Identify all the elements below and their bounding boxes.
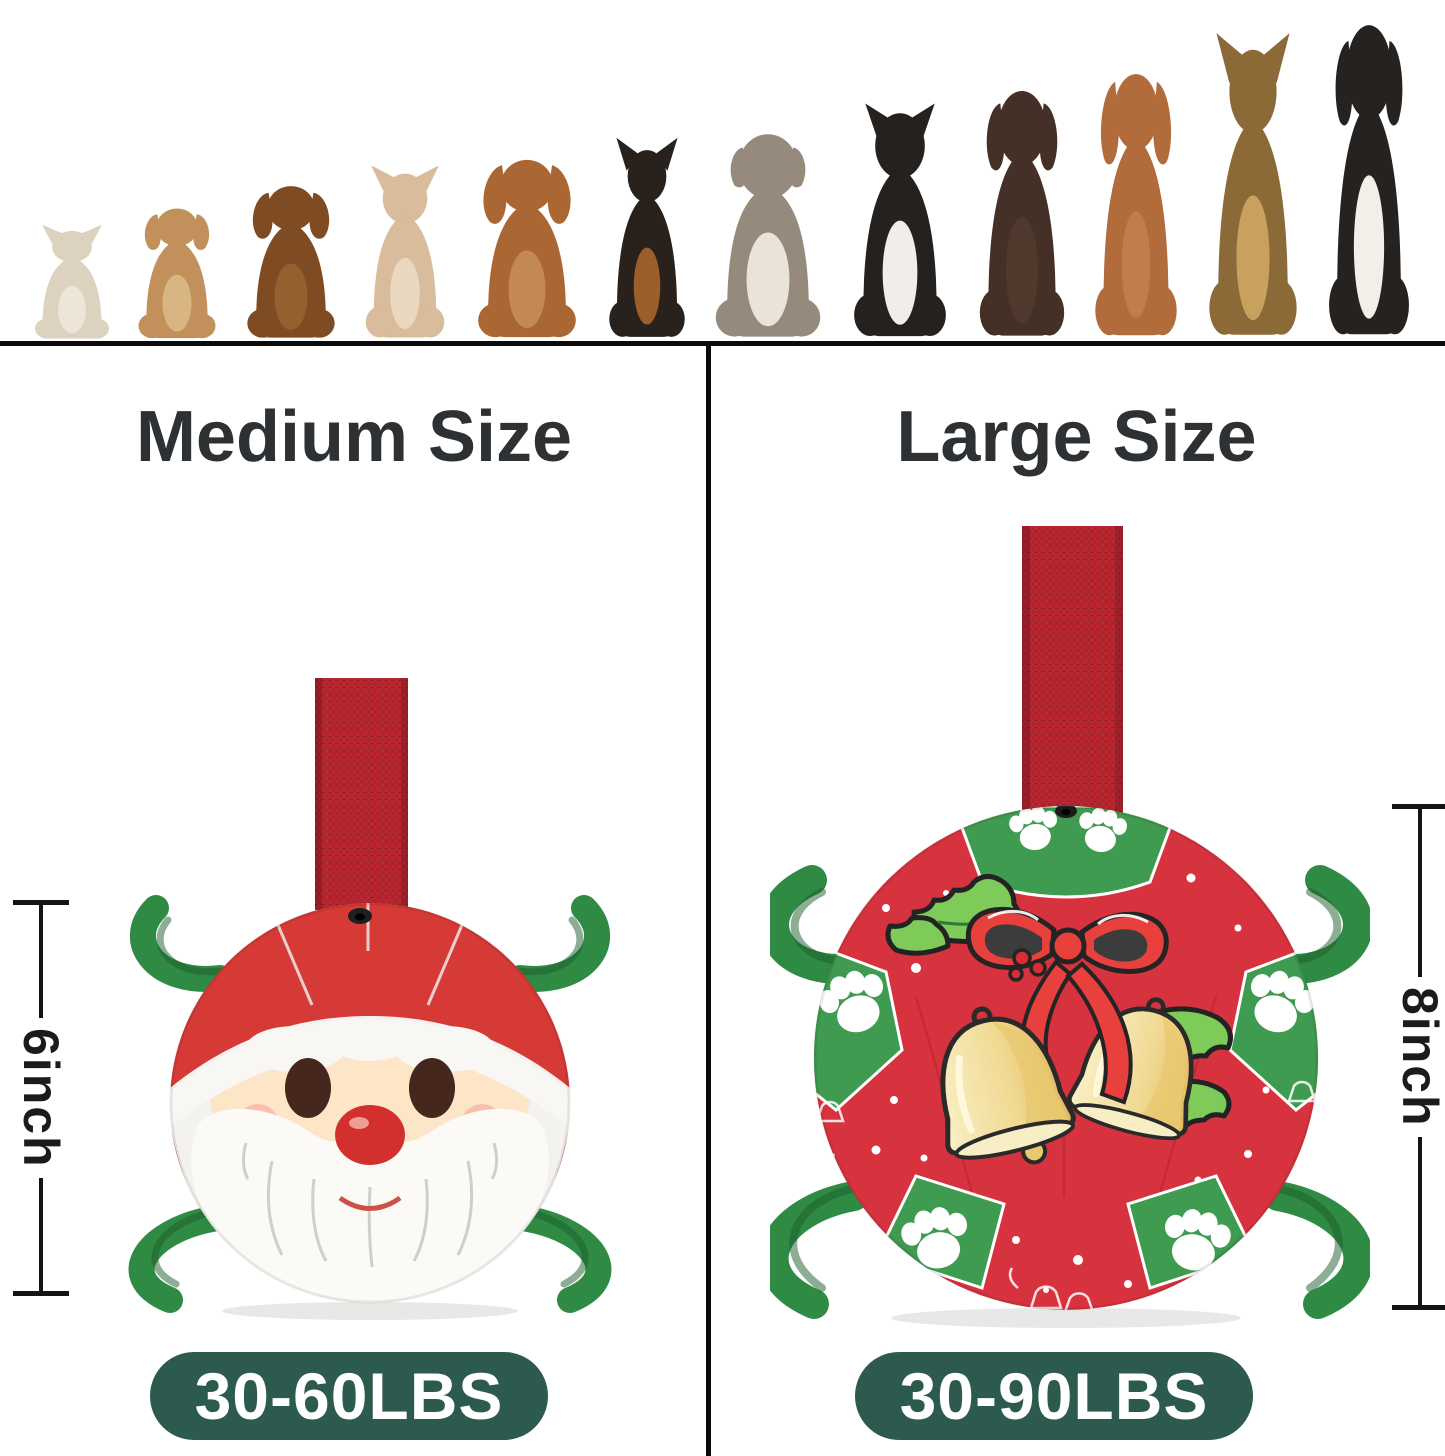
bells-ball-artwork: [814, 806, 1318, 1310]
ruler-line: [1418, 809, 1422, 977]
large-size-title: Large Size: [896, 397, 1257, 477]
dog-puppy-icon: [138, 208, 216, 339]
dog-dachshund-icon: [246, 186, 335, 338]
white-line-ornaments: [815, 1080, 1317, 1310]
ruler-cap-bottom: [1392, 1305, 1445, 1310]
santa-ball-face: [170, 903, 570, 1303]
christmas-bells-illustration: [885, 874, 1233, 1165]
top-strap: [1022, 526, 1123, 814]
large-diameter-label: 8inch: [1392, 986, 1445, 1128]
medium-diameter-measurement: 6inch: [13, 900, 69, 1296]
top-strap: [315, 678, 408, 910]
medium-size-title: Medium Size: [135, 397, 573, 477]
ball-shadow: [222, 1302, 518, 1320]
vertical-divider: [706, 341, 711, 1456]
ruler-cap-top: [1392, 804, 1445, 809]
horizontal-divider: [0, 341, 1445, 346]
dog-border-collie-icon: [853, 103, 946, 337]
santa-mouth: [338, 1195, 402, 1211]
ruler-line: [1418, 1137, 1422, 1305]
side-grab-tabs: [770, 865, 1370, 1319]
santa-nose: [335, 1105, 405, 1165]
medium-weight-badge: 30-60LBS: [150, 1352, 548, 1440]
santa-eye-left: [285, 1058, 331, 1118]
air-valve-grommet: [348, 908, 372, 924]
medium-santa-ball: [128, 678, 612, 1320]
ruler-line: [39, 1178, 43, 1291]
santa-hair-band: [170, 1019, 570, 1128]
dog-german-shepherd-icon: [1209, 33, 1297, 335]
dog-bernese-mountain-dog-icon: [1328, 25, 1409, 335]
santa-eye-right: [409, 1058, 455, 1118]
air-valve-grommet: [1055, 806, 1077, 818]
dog-french-bulldog-icon: [366, 165, 445, 338]
large-bells-ball: [770, 526, 1370, 1328]
large-diameter-measurement: 8inch: [1392, 804, 1445, 1310]
ruler-cap-top: [13, 900, 69, 905]
medium-diameter-label: 6inch: [13, 1027, 69, 1169]
dog-size-lineup: [0, 0, 1445, 341]
dog-miniature-pinscher-icon: [609, 137, 685, 337]
dog-chihuahua-icon: [35, 224, 109, 339]
ball-shadow: [891, 1308, 1241, 1328]
large-weight-badge: 30-90LBS: [855, 1352, 1253, 1440]
ruler-cap-bottom: [13, 1291, 69, 1296]
dog-vizsla-icon: [1095, 74, 1178, 336]
ruler-line: [39, 905, 43, 1018]
dog-labrador-icon: [979, 90, 1064, 336]
side-grab-tabs: [128, 895, 612, 1313]
dog-cavalier-spaniel-icon: [478, 159, 577, 338]
dog-bulldog-icon: [715, 134, 821, 337]
